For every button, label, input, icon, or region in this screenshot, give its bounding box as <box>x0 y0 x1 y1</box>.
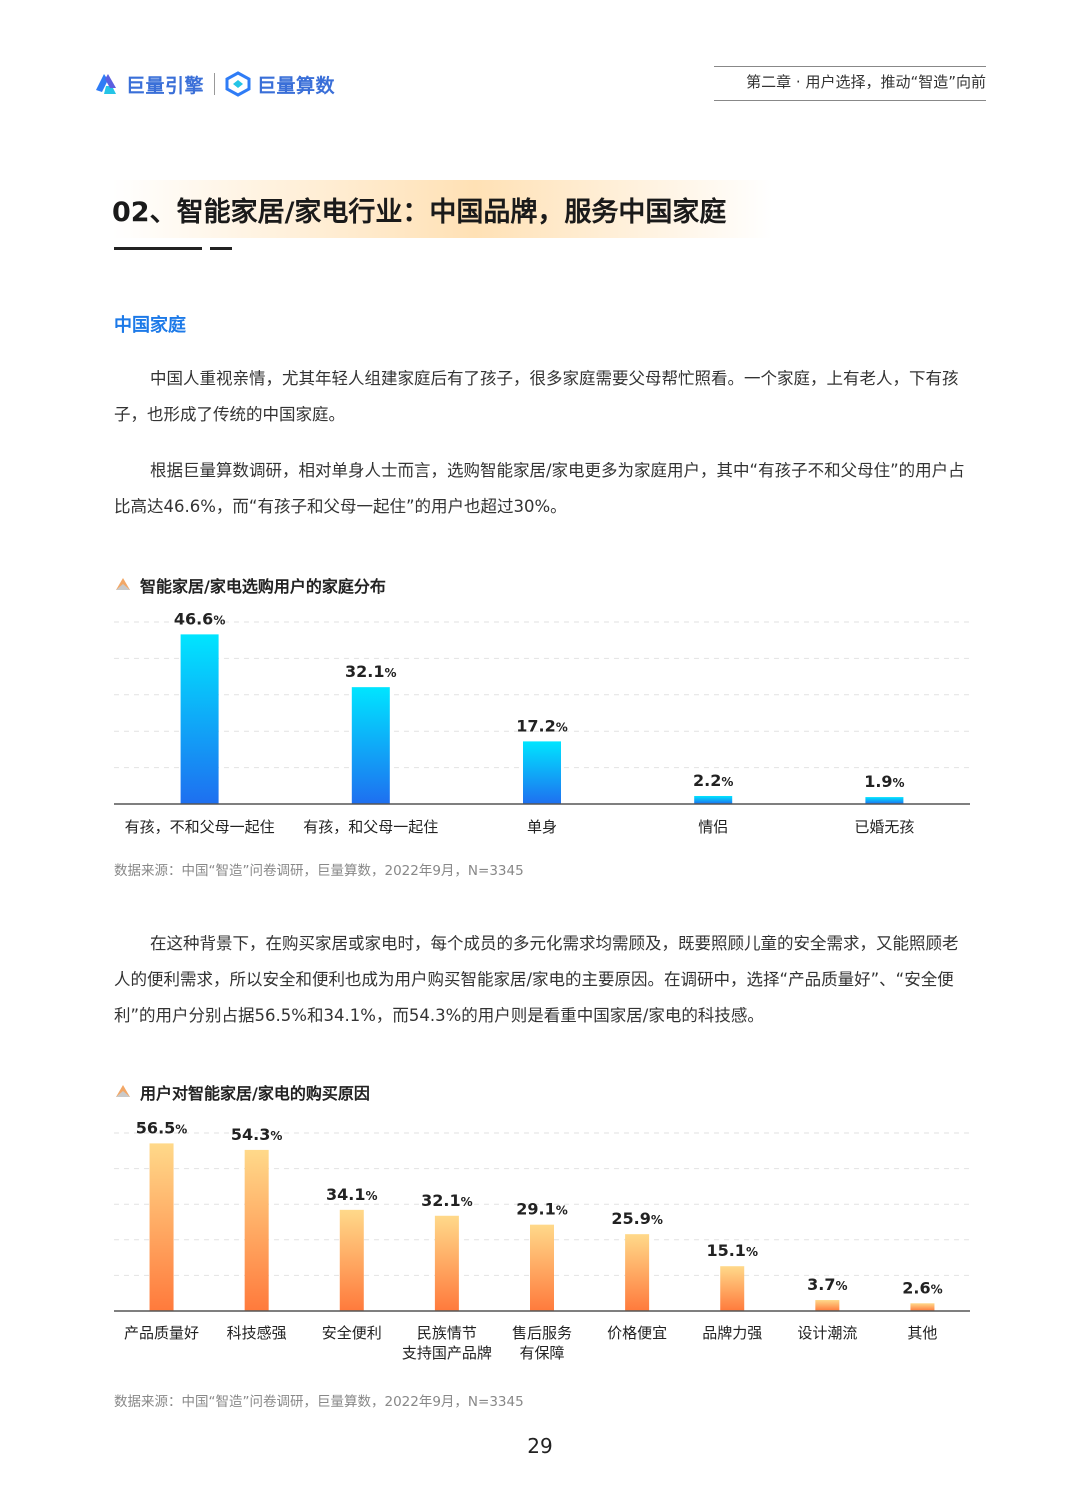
chart1-title-text: 智能家居/家电选购用户的家庭分布 <box>140 577 386 596</box>
chart-bullet-icon <box>116 1085 130 1097</box>
chapter-label: 第二章 · 用户选择，推动“智造”向前 <box>714 66 986 101</box>
bar-6 <box>720 1266 745 1311</box>
category-label: 有孩，不和父母一起住 <box>125 818 275 836</box>
bar-0 <box>149 1143 174 1311</box>
bar-3 <box>434 1215 459 1311</box>
category-label: 售后服务 <box>512 1324 572 1342</box>
bar-value-label: 32.1% <box>421 1191 473 1210</box>
brand-suanshu: 巨量算数 <box>257 74 336 97</box>
bar-value-label: 34.1% <box>326 1185 378 1204</box>
chart1-family-distribution: 46.6% 有孩，不和父母一起住 32.1% 有孩，和父母一起住 17.2% 单身 2.2%… <box>114 609 970 836</box>
page-title: 02、智能家居/家电行业：中国品牌，服务中国家庭 <box>112 197 727 228</box>
title-underline-short <box>210 247 232 250</box>
paragraph-3: 在这种背景下，在购买家居或家电时，每个成员的多元化需求均需顾及，既要照顾儿童的安… <box>114 934 959 1025</box>
chart2-purchase-reasons: 56.5% 产品质量好 54.3% 科技感强 34.1% 安全便利 32.1% 民族情节支持国… <box>114 1118 970 1362</box>
category-label: 品牌力强 <box>702 1324 762 1342</box>
bar-1 <box>351 687 390 804</box>
bar-value-label: 46.6% <box>174 609 226 628</box>
bar-value-label: 2.6% <box>902 1278 942 1297</box>
category-label: 设计潮流 <box>797 1324 857 1342</box>
category-label: 有孩，和父母一起住 <box>303 818 438 836</box>
chart1-source: 数据来源：中国“智造”问卷调研，巨量算数，2022年9月，N=3345 <box>114 863 524 879</box>
paragraph-1: 中国人重视亲情，尤其年轻人组建家庭后有了孩子，很多家庭需要父母帮忙照看。一个家庭… <box>114 369 959 424</box>
bar-value-label: 29.1% <box>516 1200 568 1219</box>
category-label: 安全便利 <box>322 1324 382 1342</box>
bar-2 <box>523 741 561 804</box>
chart2-title: 用户对智能家居/家电的购买原因 <box>114 1080 370 1104</box>
bar-3 <box>694 795 733 804</box>
bar-value-label: 1.9% <box>864 772 904 791</box>
bar-value-label: 54.3% <box>231 1125 283 1144</box>
chart-bullet-icon <box>116 578 130 590</box>
logo-divider <box>214 73 216 95</box>
page-number: 29 <box>527 1434 553 1458</box>
title-underline <box>114 247 202 250</box>
category-label: 民族情节 <box>417 1324 477 1342</box>
bar-value-label: 15.1% <box>706 1241 758 1260</box>
bar-value-label: 17.2% <box>516 716 568 735</box>
chart2-title-text: 用户对智能家居/家电的购买原因 <box>140 1084 370 1103</box>
category-label: 支持国产品牌 <box>402 1344 492 1362</box>
chart1-title: 智能家居/家电选购用户的家庭分布 <box>114 573 386 597</box>
bar-4 <box>865 797 904 804</box>
bar-value-label: 25.9% <box>611 1209 663 1228</box>
paragraph-2: 根据巨量算数调研，相对单身人士而言，选购智能家居/家电更多为家庭用户，其中“有孩… <box>114 461 965 516</box>
brand-engine: 巨量引擎 <box>126 74 205 97</box>
title-highlight <box>112 180 772 238</box>
juliang-suanshu-logo-icon <box>225 71 251 97</box>
category-label: 价格便宜 <box>607 1324 667 1342</box>
header-logos: 巨量引擎 巨量算数 <box>92 68 335 100</box>
juliang-engine-logo-icon <box>96 74 116 94</box>
chart2-source: 数据来源：中国“智造”问卷调研，巨量算数，2022年9月，N=3345 <box>114 1394 524 1410</box>
category-label: 已婚无孩 <box>854 818 914 836</box>
category-label: 情侣 <box>698 818 728 836</box>
category-label: 科技感强 <box>227 1324 287 1342</box>
category-label: 单身 <box>527 818 557 836</box>
bar-0 <box>180 634 219 804</box>
bar-7 <box>815 1300 840 1311</box>
bar-value-label: 32.1% <box>345 662 397 681</box>
bar-5 <box>625 1234 650 1311</box>
category-label: 其他 <box>907 1324 937 1342</box>
bar-8 <box>910 1303 935 1311</box>
category-label: 有保障 <box>519 1344 564 1362</box>
section-heading: 中国家庭 <box>114 315 186 336</box>
bar-1 <box>244 1149 269 1311</box>
category-label: 产品质量好 <box>124 1324 199 1342</box>
bar-4 <box>530 1224 554 1311</box>
bar-value-label: 2.2% <box>693 771 733 790</box>
bar-value-label: 3.7% <box>807 1275 847 1294</box>
bar-value-label: 56.5% <box>136 1118 188 1137</box>
bar-2 <box>339 1209 364 1311</box>
